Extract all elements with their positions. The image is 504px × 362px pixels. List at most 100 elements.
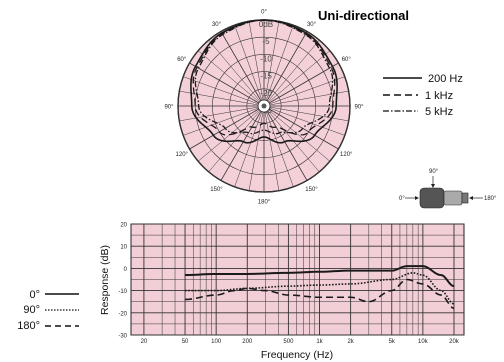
polar-spoke	[263, 105, 294, 187]
polar-title: Uni-directional	[318, 8, 409, 23]
freq-legend-label-180: 180°	[17, 320, 40, 332]
mic-tail	[461, 192, 469, 204]
polar-spoke	[263, 39, 320, 107]
polar-spoke	[263, 90, 349, 107]
freq-x-tick-label: 2k	[347, 339, 354, 345]
polar-spoke	[263, 31, 308, 107]
mic-label-90: 90°	[429, 169, 439, 175]
polar-angle-labels: 0° 30° 60° 90° 120° 150° 180° 150° 120° 90° 60° 30°	[164, 10, 364, 206]
polar-spoke	[220, 105, 265, 181]
polar-spoke	[263, 105, 331, 162]
freq-x-tick-label: 50	[182, 339, 189, 345]
polar-series-2	[194, 19, 334, 135]
polar-spoke	[263, 62, 339, 107]
polar-spoke	[197, 50, 265, 107]
polar-radial-label: -20	[260, 89, 272, 98]
polar-angle-label: 180°	[258, 200, 271, 206]
freq-xlabel: Frequency (Hz)	[261, 349, 333, 361]
freq-tick-labels: 20 50 100 200 500 1k 2k 5k 10k 20k -30 -20 -10 0 10 20	[118, 223, 459, 346]
polar-spoke	[220, 31, 265, 107]
polar-radial-label: 0dB	[259, 20, 273, 29]
legend-label-5khz: 5 kHz	[425, 106, 453, 118]
freq-x-tick-label: 20k	[449, 339, 460, 345]
polar-angle-label: 30°	[212, 22, 222, 28]
freq-y-tick-label: 20	[120, 223, 127, 229]
polar-curves	[190, 19, 338, 144]
microphone-orientation-icon: 90° 0° 180°	[399, 169, 497, 209]
freq-series-2	[185, 278, 455, 310]
polar-spoke	[263, 105, 345, 136]
freq-x-tick-label: 200	[242, 339, 253, 345]
polar-radial-label: -5	[262, 37, 270, 46]
polar-spoke	[179, 90, 265, 107]
polar-angle-label: 90°	[164, 105, 174, 111]
freq-ylabel: Response (dB)	[99, 245, 111, 315]
polar-spoke	[208, 105, 265, 173]
polar-angle-label: 0°	[261, 10, 267, 16]
polar-spoke	[189, 105, 265, 150]
mic-label-180: 180°	[484, 196, 497, 202]
freq-series-0	[185, 265, 455, 288]
freq-x-tick-label: 100	[211, 339, 222, 345]
polar-spoke	[189, 62, 265, 107]
polar-radial-label: -10	[260, 54, 272, 63]
frequency-response-chart: 20 50 100 200 500 1k 2k 5k 10k 20k -30 -20 -10 0 1020 …	[99, 223, 465, 361]
freq-y-tick-label: -10	[118, 289, 127, 295]
polar-angle-label: 30°	[307, 22, 317, 28]
freq-series-1	[185, 272, 455, 305]
polar-spoke	[263, 105, 320, 173]
freq-y-tick-label: -20	[118, 311, 127, 317]
mic-body	[443, 190, 463, 206]
polar-series-1	[192, 19, 336, 136]
polar-spoke	[183, 76, 265, 107]
polar-center-dot	[261, 103, 267, 109]
freq-legend: 0° 90° 180°	[17, 289, 79, 332]
polar-spoke	[208, 39, 265, 107]
polar-angle-label: 60°	[177, 57, 187, 63]
polar-radial-label: -15	[260, 72, 272, 81]
freq-x-tick-label: 5k	[389, 339, 396, 345]
freq-curves	[185, 265, 455, 310]
mic-arrowhead-left	[415, 196, 419, 200]
polar-chart: Uni-directional 0dB-5-10-15-20-25 0°30°6…	[164, 8, 409, 206]
freq-legend-label-0: 0°	[29, 289, 40, 301]
polar-angle-label: 60°	[342, 57, 352, 63]
polar-spoke	[263, 21, 280, 107]
polar-legend: 200 Hz 1 kHz 5 kHz	[383, 73, 463, 118]
polar-spoke	[248, 105, 265, 191]
polar-spoke	[263, 76, 345, 107]
polar-spoke	[248, 21, 265, 107]
polar-spoke	[263, 105, 349, 122]
freq-x-tick-label: 500	[283, 339, 294, 345]
freq-x-tick-label: 1k	[316, 339, 323, 345]
mic-head	[419, 187, 445, 209]
legend-label-1khz: 1 kHz	[425, 90, 453, 102]
polar-angle-label: 90°	[354, 105, 364, 111]
freq-grid	[131, 223, 464, 336]
polar-spoke	[263, 105, 308, 181]
freq-y-tick-label: 10	[120, 245, 127, 251]
polar-angle-label: 150°	[305, 187, 318, 193]
polar-spoke	[234, 105, 265, 187]
legend-label-200hz: 200 Hz	[428, 73, 463, 85]
freq-y-tick-label: 0	[124, 267, 128, 273]
polar-spoke	[179, 105, 265, 122]
polar-angle-label: 120°	[176, 152, 189, 158]
polar-spoke	[263, 25, 294, 107]
polar-spoke	[234, 25, 265, 107]
polar-spoke	[263, 105, 339, 150]
polar-spoke	[263, 105, 280, 191]
freq-y-tick-label: -30	[118, 334, 127, 340]
mic-arrowhead-right	[469, 196, 473, 200]
polar-angle-label: 120°	[340, 152, 353, 158]
mic-arrowhead-top	[431, 184, 435, 188]
polar-spoke	[197, 105, 265, 162]
freq-x-tick-label: 20	[141, 339, 148, 345]
mic-label-0: 0°	[399, 196, 405, 202]
polar-spoke	[263, 50, 331, 107]
polar-spoke	[183, 105, 265, 136]
polar-series-0	[190, 19, 338, 144]
polar-angle-label: 150°	[210, 187, 223, 193]
polar-grid	[177, 19, 351, 193]
